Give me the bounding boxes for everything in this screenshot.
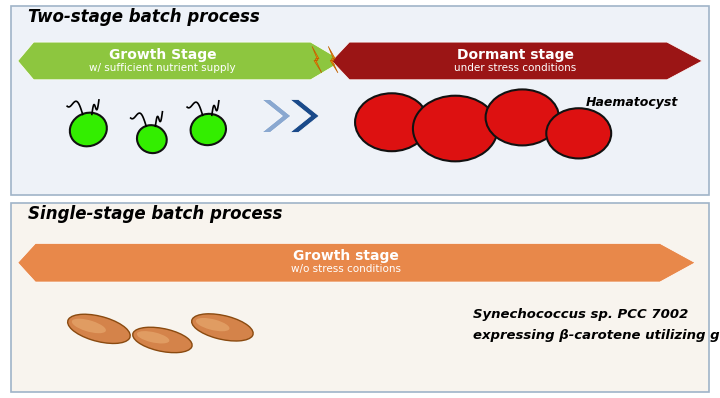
Ellipse shape [137, 331, 169, 343]
Ellipse shape [72, 319, 106, 333]
Ellipse shape [485, 90, 559, 145]
Polygon shape [312, 46, 322, 73]
Polygon shape [18, 42, 343, 80]
Ellipse shape [546, 108, 611, 158]
Text: w/o stress conditions: w/o stress conditions [291, 265, 401, 275]
Text: Haematocyst: Haematocyst [585, 96, 678, 109]
Ellipse shape [192, 314, 253, 341]
Ellipse shape [413, 96, 498, 161]
Ellipse shape [137, 125, 167, 153]
Ellipse shape [132, 327, 192, 353]
Polygon shape [262, 100, 291, 133]
Text: expressing β-carotene utilizing genes: expressing β-carotene utilizing genes [473, 329, 720, 341]
Polygon shape [332, 42, 702, 80]
Ellipse shape [355, 93, 428, 151]
Ellipse shape [191, 114, 226, 145]
Ellipse shape [68, 314, 130, 343]
Polygon shape [18, 244, 696, 282]
Text: Growth stage: Growth stage [293, 250, 399, 263]
Ellipse shape [196, 318, 230, 331]
Polygon shape [328, 46, 338, 73]
Text: Two-stage batch process: Two-stage batch process [28, 8, 260, 27]
Text: Single-stage batch process: Single-stage batch process [28, 205, 283, 223]
Text: Growth Stage: Growth Stage [109, 48, 216, 62]
FancyBboxPatch shape [11, 203, 709, 392]
Ellipse shape [70, 113, 107, 146]
Text: Dormant stage: Dormant stage [456, 48, 574, 62]
FancyBboxPatch shape [11, 6, 709, 195]
Polygon shape [290, 100, 319, 133]
Text: w/ sufficient nutrient supply: w/ sufficient nutrient supply [89, 63, 235, 73]
Text: Synechococcus sp. PCC 7002: Synechococcus sp. PCC 7002 [473, 308, 688, 321]
Text: under stress conditions: under stress conditions [454, 63, 576, 73]
